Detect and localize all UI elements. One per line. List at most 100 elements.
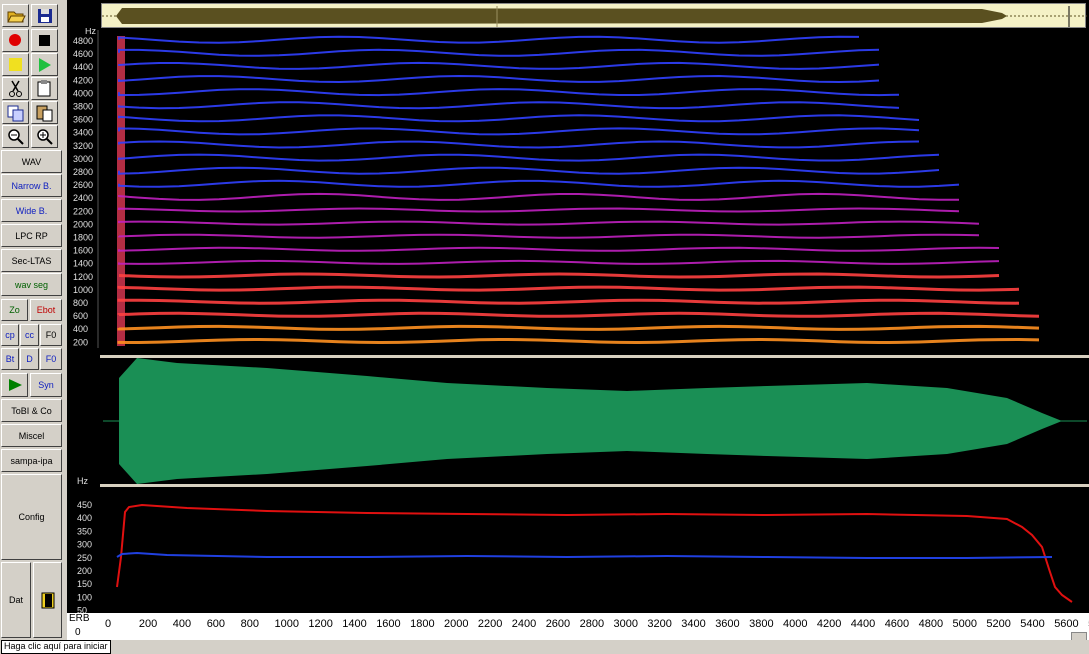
zo-button[interactable]: Zo [1,299,28,321]
spectrogram-tick-label: 2400 [73,193,93,203]
waveform-panel[interactable] [67,358,1089,484]
pitch-unit: Hz [77,477,88,486]
harmonic-line [118,114,920,123]
overview-wave-graphic [102,6,1087,27]
f0-button[interactable]: F0 [40,324,62,346]
overview-waveform[interactable] [101,3,1087,28]
miscel-button[interactable]: Miscel [1,424,62,447]
synth-play-button[interactable] [1,373,28,397]
sampa-ipa-button[interactable]: sampa-ipa [1,449,62,472]
wav-button[interactable]: WAV [1,150,62,173]
time-tick-label: 3400 [681,618,706,630]
spectrogram-tick-label: 800 [73,298,88,308]
pitch-tick-label: 200 [77,566,92,576]
harmonic-line [118,179,960,188]
pitch-panel[interactable]: Hz 450 400 350 300 250 200 150 100 50 [67,477,1089,613]
pitch-tick-label: 450 [77,500,92,510]
time-tick-label: 2000 [444,618,469,630]
spectrogram-tick-label: 2800 [73,167,93,177]
lpc-rp-button[interactable]: LPC RP [1,224,62,247]
harmonic-line [118,220,980,226]
harmonic-line [118,166,940,175]
pitch-curve-blue [116,551,1053,559]
pitch-tick-label: 250 [77,553,92,563]
spectrogram-unit: Hz [85,28,96,36]
spectrogram-panel[interactable]: Hz 4800 4600 4400 4200 4000 3800 3600 3400 3200 3… [67,28,1089,358]
harmonic-line [118,127,920,136]
paste-button[interactable] [31,77,58,100]
time-tick-label: 3600 [715,618,740,630]
left-toolbar: WAV Narrow B. Wide B. LPC RP Sec-LTAS wa… [0,0,66,652]
time-tick-label: 1800 [410,618,435,630]
spectrogram-tick-label: 1000 [73,285,93,295]
spectrogram-tick-label: 2000 [73,219,93,229]
cc-button[interactable]: cc [20,324,39,346]
time-tick-label: 600 [206,618,226,630]
time-tick-label: 5200 [986,618,1011,630]
erb-label: ERB [69,613,90,624]
exit-button[interactable] [33,562,62,638]
spectrogram-tick-label: 3200 [73,141,93,151]
time-tick-label: 5400 [1020,618,1045,630]
open-file-button[interactable] [2,4,29,27]
paste-special-button[interactable] [31,101,58,124]
record-icon [9,34,21,46]
save-button[interactable] [31,4,58,27]
harmonic-line [118,272,1000,279]
time-tick-label: 4400 [850,618,876,630]
scissors-icon [9,80,22,97]
spectrogram-tick-label: 2600 [73,180,93,190]
time-axis: 0 200 400 600 800 1000 1200 1400 1600 1800 2000 220… [67,613,1089,640]
time-tick-label: 5600 [1054,618,1079,630]
wide-band-button[interactable]: Wide B. [1,199,62,222]
spectrogram-tick-label: 3600 [73,115,93,125]
copy-button[interactable] [2,101,29,124]
time-tick-label: 2600 [545,618,571,630]
spectrogram-tick-label: 1200 [73,272,93,282]
config-button[interactable]: Config [1,474,62,560]
ebot-button[interactable]: Ebot [30,299,62,321]
time-tick-label: 1200 [308,618,333,630]
sec-ltas-button[interactable]: Sec-LTAS [1,249,62,272]
spectrogram-tick-label: 1800 [73,233,93,243]
f0-alt-button[interactable]: F0 [40,348,62,370]
play-button[interactable] [31,53,58,76]
record-button[interactable] [2,29,29,52]
cut-button[interactable] [2,77,29,100]
bt-button[interactable]: Bt [1,348,19,370]
harmonic-line [118,259,1000,265]
play-icon [39,58,51,72]
stop-button[interactable] [31,29,58,52]
pitch-tick-label: 150 [77,579,92,589]
stop-icon [39,35,50,46]
time-tick-label: 800 [240,618,259,630]
spectrogram-tick-label: 600 [73,311,88,321]
syn-button[interactable]: Syn [30,373,62,397]
panel-divider [100,484,1089,487]
narrow-band-button[interactable]: Narrow B. [1,174,62,197]
zoom-out-button[interactable] [2,125,29,148]
tobi-button[interactable]: ToBI & Co [1,399,62,422]
d-button[interactable]: D [20,348,39,370]
floppy-disk-icon [38,9,52,23]
time-tick-label: 4800 [918,618,944,630]
spectrogram-tick-label: 4000 [73,88,93,98]
time-tick-label: 4200 [816,618,842,630]
time-tick-label: 1600 [376,618,401,630]
erb-value: 0 [75,627,81,638]
wav-seg-button[interactable]: wav seg [1,273,62,296]
dat-button[interactable]: Dat [1,562,31,638]
harmonic-line [118,246,1000,252]
spectrogram-tick-label: 1600 [73,246,93,256]
play-icon [8,379,22,391]
zoom-out-icon [8,129,24,145]
cp-button[interactable]: cp [1,324,19,346]
time-tick-label: 2400 [511,618,537,630]
spectrogram-tick-label: 2200 [73,206,93,216]
paste-special-icon [36,105,53,122]
spectrogram-tick-label: 3000 [73,154,93,164]
time-tick-label: 4600 [884,618,910,630]
spectrogram-tick-label: 4600 [73,49,93,59]
pause-button[interactable] [2,53,29,76]
zoom-in-button[interactable] [31,125,58,148]
